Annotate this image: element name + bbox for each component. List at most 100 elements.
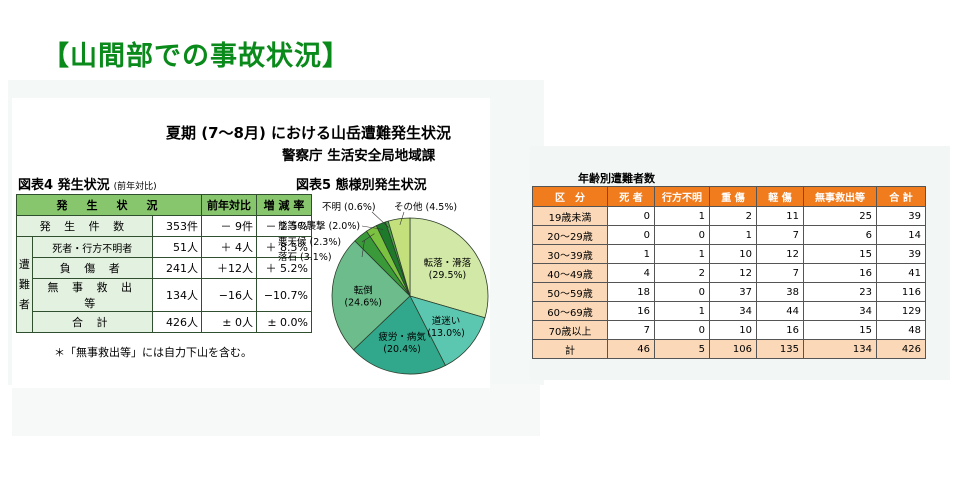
figure5-title: 図表5 態様別発生状況	[296, 178, 427, 193]
row-label: 19歳未満	[532, 206, 608, 226]
table-cell: 0	[607, 225, 655, 245]
side-char: 者	[18, 297, 30, 311]
table-cell: 48	[876, 320, 926, 340]
table-cell: 16	[803, 263, 877, 283]
table-cell: 15	[803, 244, 877, 264]
header-occurrence: 発 生 状 況	[16, 194, 202, 216]
row-diff: −16人	[201, 278, 257, 312]
slide-title: 【山間部での事故状況】	[42, 41, 350, 72]
table-cell: 34	[803, 301, 877, 321]
row-label: 無 事 救 出 等	[31, 278, 153, 312]
pie-slice	[387, 217, 411, 297]
row-diff: ＋12人	[201, 257, 257, 279]
victims-side-label: 遭 難 者	[16, 236, 33, 333]
pie-leader-line	[371, 211, 389, 228]
table-cell: 426	[876, 339, 926, 359]
table-cell: 44	[756, 301, 804, 321]
table-cell: 2	[654, 263, 710, 283]
table-cell: 12	[709, 263, 757, 283]
table-cell: 39	[876, 206, 926, 226]
table-cell: 135	[756, 339, 804, 359]
table-cell: 129	[876, 301, 926, 321]
col-header-rescued: 無事救出等	[803, 186, 877, 207]
table-row: 20〜29歳 0 0 1 7 6 14	[532, 225, 926, 245]
table-cell: 0	[607, 206, 655, 226]
table-cell: 37	[709, 282, 757, 302]
row-value: 241人	[151, 257, 203, 279]
row-rate: −10.7%	[256, 278, 312, 312]
table-cell: 16	[756, 320, 804, 340]
pie-label: 悪天候 (2.3%)	[278, 236, 341, 248]
pie-label: 転落・滑落	[424, 257, 472, 269]
table-total-row: 計 46 5 106 135 134 426	[532, 339, 926, 359]
cause-pie-chart: 転落・滑落(29.5%) 道迷い(13.0%)疲労・病気(20.4%) 転倒(24.…	[278, 201, 489, 375]
side-char: 遭	[18, 257, 30, 271]
pie-label: 熊等の襲撃 (2.0%)	[278, 220, 360, 232]
figure4-title-text: 図表4 発生状況	[18, 178, 110, 193]
table-cell: 16	[607, 301, 655, 321]
pie-label: 落石 (3.1%)	[278, 251, 332, 263]
pie-leader-line	[361, 240, 365, 258]
report-title: 夏期 (7〜8月) における山岳遭難発生状況	[166, 124, 452, 142]
pie-label: (29.5%)	[429, 270, 467, 281]
pie-label-value: (4.5%)	[423, 202, 458, 213]
table-cell: 23	[803, 282, 877, 302]
pie-slice	[409, 295, 486, 367]
pie-leader-line	[361, 233, 375, 243]
table-row: 50〜59歳 18 0 37 38 23 116	[532, 282, 926, 302]
table-cell: 11	[756, 206, 804, 226]
row-label: 計	[532, 339, 608, 359]
row-label: 60〜69歳	[532, 301, 608, 321]
col-header-minor: 軽 傷	[756, 186, 804, 207]
report-subtitle: 警察庁 生活安全局地域課	[282, 148, 436, 164]
row-label: 負 傷 者	[31, 257, 153, 279]
table-cell: 134	[803, 339, 877, 359]
table-row: 無 事 救 出 等 134人 −16人 −10.7%	[17, 278, 312, 312]
table-cell: 10	[709, 320, 757, 340]
table-cell: 106	[709, 339, 757, 359]
header-yoy: 前年対比	[201, 194, 257, 216]
row-value: 353件	[151, 215, 203, 237]
table-cell: 15	[803, 320, 877, 340]
occurrence-table: 発 生 状 況 前年対比 増 減 率 発 生 件 数 353件 － 9件 － 2…	[16, 194, 312, 333]
table-cell: 6	[803, 225, 877, 245]
table-row: 60〜69歳 16 1 34 44 34 129	[532, 301, 926, 321]
pie-leader-line	[361, 225, 384, 230]
left-image-lower-background	[12, 384, 540, 436]
row-diff: ＋ 4人	[201, 236, 257, 258]
row-label: 50〜59歳	[532, 282, 608, 302]
table-cell: 5	[654, 339, 710, 359]
row-label: 発 生 件 数	[16, 215, 153, 237]
pie-label: (20.4%)	[383, 344, 421, 355]
figure4-title: 図表4 発生状況 (前年対比)	[18, 174, 157, 193]
row-label: 30〜39歳	[532, 244, 608, 264]
pie-label-value: (3.1%)	[297, 252, 332, 263]
table-cell: 0	[654, 225, 710, 245]
table-cell: 39	[876, 244, 926, 264]
table-cell: 0	[654, 320, 710, 340]
table-cell: 0	[654, 282, 710, 302]
pie-label-value: (2.0%)	[326, 221, 361, 232]
table-cell: 7	[756, 263, 804, 283]
table-cell: 12	[756, 244, 804, 264]
row-value: 426人	[151, 311, 203, 333]
table-cell: 14	[876, 225, 926, 245]
col-header-total: 合 計	[876, 186, 926, 207]
side-char: 難	[18, 277, 30, 291]
pie-label: 不明 (0.6%)	[322, 202, 376, 213]
table-cell: 34	[709, 301, 757, 321]
table-row: 30〜39歳 1 1 10 12 15 39	[532, 244, 926, 264]
table-cell: 7	[607, 320, 655, 340]
table-cell: 1	[654, 301, 710, 321]
col-header-serious: 重 傷	[709, 186, 757, 207]
pie-label-value: (0.6%)	[341, 202, 376, 213]
row-label: 合 計	[31, 311, 153, 333]
col-header-dead: 死 者	[607, 186, 655, 207]
table-cell: 41	[876, 263, 926, 283]
table-row: 負 傷 者 241人 ＋12人 ＋ 5.2%	[17, 257, 312, 279]
table-cell: 1	[654, 206, 710, 226]
pie-slice	[331, 240, 411, 351]
row-rate: ＋ 8.5%	[256, 236, 312, 258]
table-cell: 2	[709, 206, 757, 226]
row-label: 40〜49歳	[532, 263, 608, 283]
